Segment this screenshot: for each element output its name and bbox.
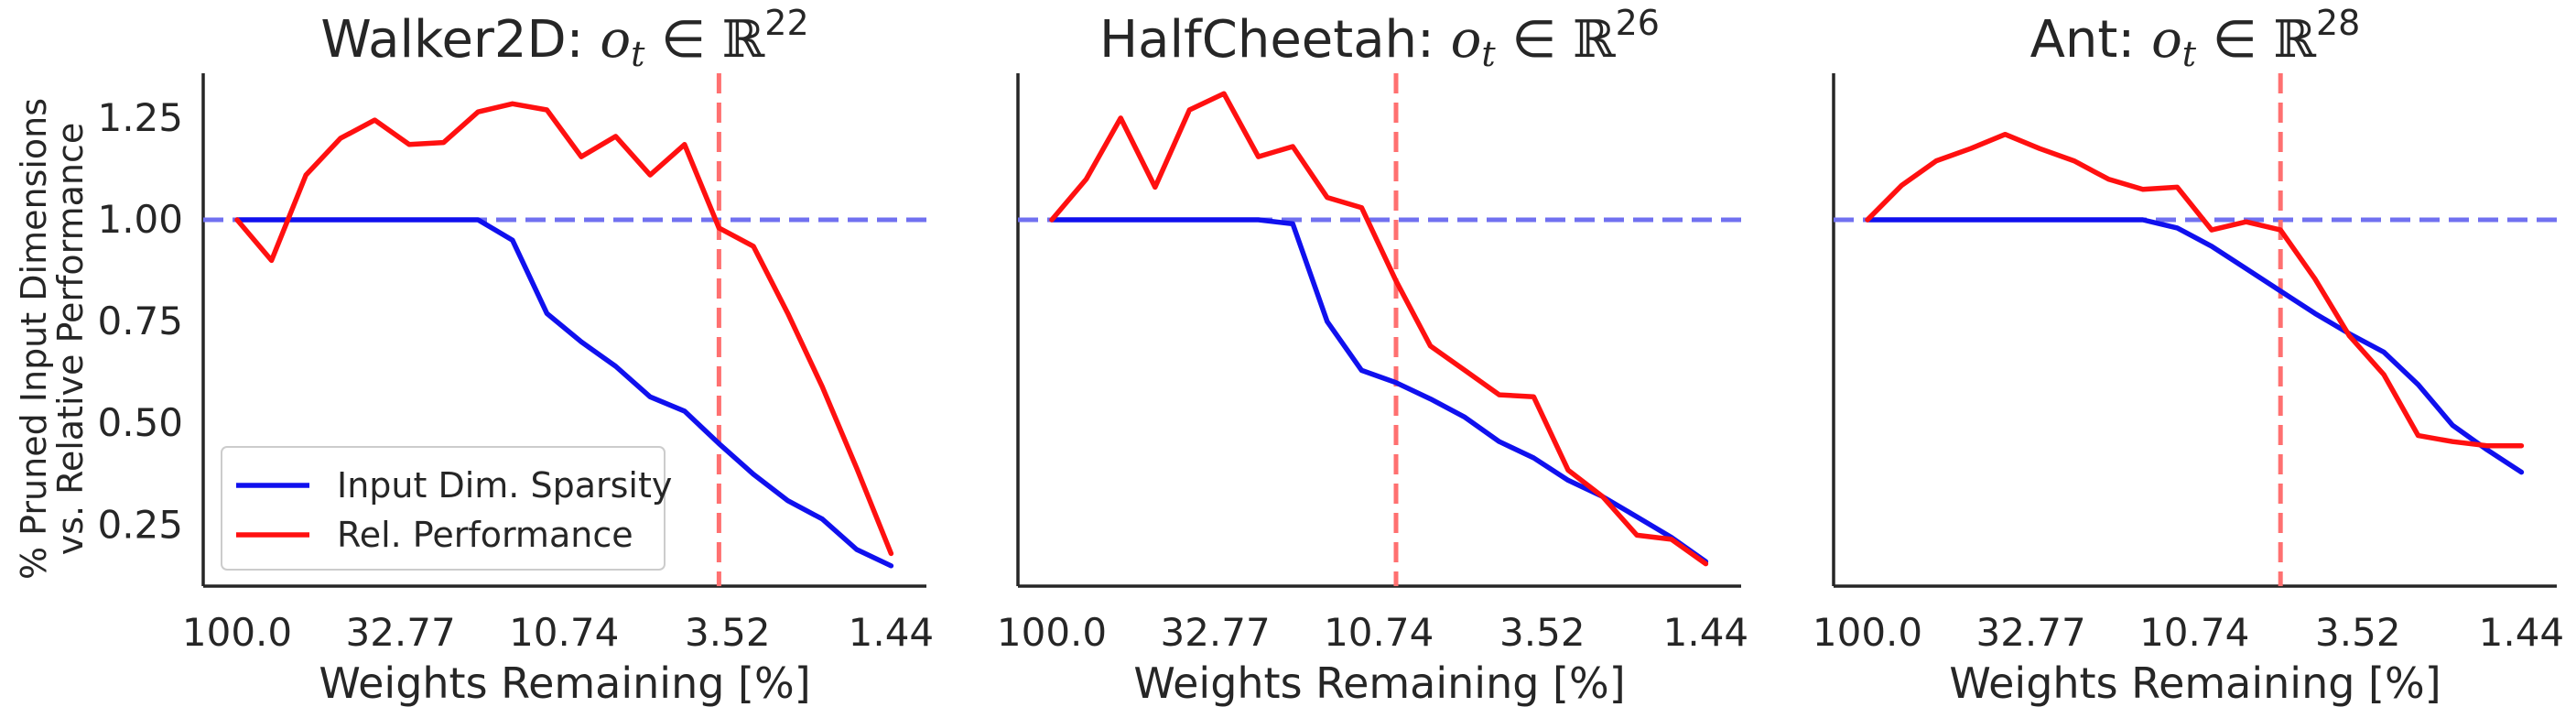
title-subscript: t <box>2182 34 2197 74</box>
title-subscript: t <box>631 34 645 74</box>
title-operator: ∈ <box>644 10 721 70</box>
y-tick-label: 0.25 <box>97 502 183 547</box>
series-line-sparsity <box>1865 217 2525 475</box>
title-set: ℝ <box>2273 10 2317 70</box>
legend-label: Input Dim. Sparsity <box>337 465 672 506</box>
x-tick-label: 1.44 <box>1663 610 1749 655</box>
title-superscript: 28 <box>2316 3 2360 43</box>
title-prefix: HalfCheetah: <box>1099 10 1451 70</box>
title-set: ℝ <box>1573 10 1617 70</box>
x-tick-label: 10.74 <box>509 610 619 655</box>
title-variable: o <box>1451 10 1482 70</box>
x-tick-label: 3.52 <box>685 610 771 655</box>
title-prefix: Walker2D: <box>320 10 600 70</box>
x-tick-label: 100.0 <box>1813 610 1922 655</box>
title-subscript: t <box>1481 34 1496 74</box>
y-tick-label: 0.50 <box>97 400 183 445</box>
x-tick-label: 3.52 <box>1499 610 1586 655</box>
legend-label: Rel. Performance <box>337 515 633 555</box>
subplot-1: 100.0 32.77 10.74 3.52 1.44 0.25 0.50 0.75 1.00 1… <box>14 3 934 708</box>
title-operator: ∈ <box>1496 10 1573 70</box>
x-tick-label: 32.77 <box>1160 610 1270 655</box>
x-tick-label: 1.44 <box>849 610 935 655</box>
series-line-performance <box>1865 131 2525 449</box>
x-tick-label: 100.0 <box>182 610 292 655</box>
x-tick-label: 3.52 <box>2315 610 2401 655</box>
title-set: ℝ <box>722 10 766 70</box>
y-tick-label: 1.25 <box>97 95 183 140</box>
y-axis-label: % Pruned Input Dimensionsvs. Relative Pe… <box>14 98 91 580</box>
x-axis-label: Weights Remaining [%] <box>319 658 810 708</box>
title-operator: ∈ <box>2196 10 2273 70</box>
subplot-3: 100.0 32.77 10.74 3.52 1.44 Weights Remaining… <box>1813 3 2564 708</box>
series-line-sparsity <box>1049 217 1709 565</box>
chart-title: Ant: ot ∈ ℝ28 <box>2030 3 2361 74</box>
title-variable: o <box>2151 10 2182 70</box>
legend-box <box>221 446 666 571</box>
y-axis-label-line: % Pruned Input Dimensions <box>14 98 54 580</box>
series-line-performance <box>234 101 894 557</box>
subplot-2: 100.0 32.77 10.74 3.52 1.44 Weights Remaining… <box>997 3 1748 708</box>
series-line-performance <box>1049 91 1709 567</box>
y-tick-label: 1.00 <box>97 197 183 242</box>
chart-title: Walker2D: ot ∈ ℝ22 <box>320 3 808 74</box>
x-axis-label: Weights Remaining [%] <box>1949 658 2441 708</box>
x-tick-label: 10.74 <box>2139 610 2249 655</box>
x-tick-label: 32.77 <box>1975 610 2085 655</box>
y-tick-label: 0.75 <box>97 299 183 343</box>
x-tick-label: 100.0 <box>997 610 1107 655</box>
y-axis-label-line: vs. Relative Performance <box>50 123 91 556</box>
legend: Input Dim. Sparsity Rel. Performance <box>221 446 672 571</box>
title-superscript: 26 <box>1616 3 1660 43</box>
title-prefix: Ant: <box>2030 10 2151 70</box>
x-tick-label: 32.77 <box>345 610 455 655</box>
x-tick-label: 1.44 <box>2479 610 2565 655</box>
x-axis-label: Weights Remaining [%] <box>1133 658 1625 708</box>
title-variable: o <box>600 10 631 70</box>
chart-title: HalfCheetah: ot ∈ ℝ26 <box>1099 3 1660 74</box>
title-superscript: 22 <box>764 3 808 43</box>
x-tick-label: 10.74 <box>1324 610 1434 655</box>
series-line-sparsity <box>234 217 894 569</box>
